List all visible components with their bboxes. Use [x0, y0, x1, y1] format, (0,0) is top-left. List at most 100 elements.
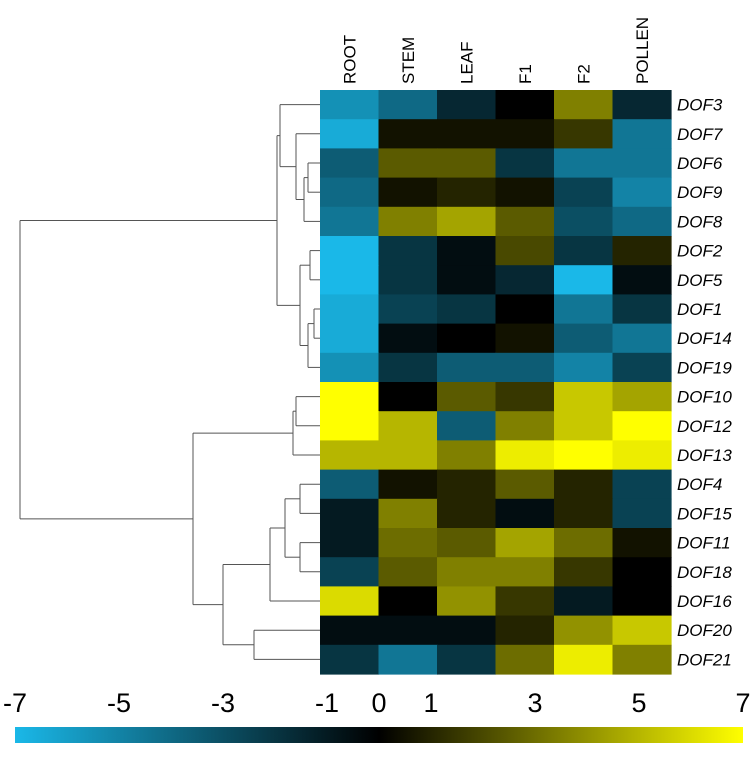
heatmap-cell-dof9-f2: [554, 177, 614, 208]
heatmap-cell-dof19-pollen: [612, 352, 672, 383]
heatmap-cell-dof3-pollen: [612, 90, 672, 120]
color-scale-tick-1: 1: [423, 688, 438, 718]
heatmap-cell-dof13-f2: [554, 440, 614, 471]
heatmap-cell-dof5-leaf: [437, 265, 497, 295]
color-scale-tick--7: -7: [3, 688, 27, 718]
heatmap-cell-dof19-stem: [378, 352, 438, 383]
heatmap-cell-dof15-pollen: [612, 498, 672, 529]
heatmap-cell-dof10-leaf: [437, 382, 497, 412]
color-scale-tick-7: 7: [735, 688, 750, 718]
heatmap-cell-dof13-pollen: [612, 440, 672, 471]
color-scale-tick-3: 3: [527, 688, 542, 718]
heatmap-cell-dof9-root: [320, 177, 380, 208]
heatmap-cell-dof9-stem: [378, 177, 438, 208]
row-label-dof20: DOF20: [677, 621, 732, 640]
heatmap-cell-dof15-stem: [378, 498, 438, 529]
row-label-dof13: DOF13: [677, 446, 732, 465]
heatmap-cell-dof16-pollen: [612, 586, 672, 617]
row-label-dof12: DOF12: [677, 417, 732, 436]
heatmap-cell-dof5-f1: [495, 265, 555, 295]
heatmap-cell-dof19-f2: [554, 352, 614, 383]
heatmap-cell-dof1-leaf: [437, 294, 497, 325]
color-scale-tick--1: -1: [315, 688, 339, 718]
heatmap-cell-dof16-root: [320, 586, 380, 617]
column-label-stem: STEM: [399, 37, 418, 84]
heatmap-cell-dof10-root: [320, 382, 380, 412]
heatmap-cell-dof1-f2: [554, 294, 614, 325]
heatmap-cell-dof14-leaf: [437, 323, 497, 354]
heatmap-cell-dof18-pollen: [612, 557, 672, 587]
column-label-f1: F1: [516, 64, 535, 84]
heatmap-cell-dof18-f1: [495, 557, 555, 587]
heatmap-cell-dof5-stem: [378, 265, 438, 295]
heatmap-cell-dof12-f2: [554, 411, 614, 441]
heatmap-cell-dof15-root: [320, 498, 380, 529]
heatmap-cell-dof15-f1: [495, 498, 555, 529]
heatmap-cell-dof11-stem: [378, 528, 438, 558]
heatmap-cell-dof1-pollen: [612, 294, 672, 325]
heatmap-cell-dof20-f1: [495, 615, 555, 646]
heatmap-cell-dof21-f1: [495, 644, 555, 675]
row-label-dof2: DOF2: [677, 242, 723, 261]
heatmap-cell-dof8-stem: [378, 206, 438, 237]
row-label-dof9: DOF9: [677, 183, 723, 202]
row-dendrogram: [19, 104, 320, 660]
column-label-root: ROOT: [340, 35, 359, 84]
heatmap-cell-dof8-f2: [554, 206, 614, 237]
heatmap-cell-dof16-f2: [554, 586, 614, 617]
column-label-f2: F2: [574, 64, 593, 84]
heatmap-cells: [320, 90, 672, 675]
row-label-dof5: DOF5: [677, 271, 723, 290]
heatmap-cell-dof6-leaf: [437, 148, 497, 179]
heatmap-cell-dof6-f2: [554, 148, 614, 179]
heatmap-cell-dof4-stem: [378, 469, 438, 500]
row-label-dof11: DOF11: [677, 534, 731, 553]
column-label-pollen: POLLEN: [633, 17, 652, 84]
column-labels: ROOT STEM LEAF F1 F2 POLLEN: [340, 17, 652, 84]
heatmap-cell-dof19-leaf: [437, 352, 497, 383]
color-scale-tick-5: 5: [631, 688, 646, 718]
row-label-dof14: DOF14: [677, 329, 732, 348]
heatmap-cell-dof16-f1: [495, 586, 555, 617]
heatmap-cell-dof13-f1: [495, 440, 555, 471]
row-label-dof1: DOF1: [677, 300, 722, 319]
heatmap-cell-dof4-pollen: [612, 469, 672, 500]
heatmap-cell-dof9-leaf: [437, 177, 497, 208]
heatmap-cell-dof1-f1: [495, 294, 555, 325]
heatmap-cell-dof13-stem: [378, 440, 438, 471]
column-label-leaf: LEAF: [457, 41, 476, 84]
color-scale-tick-labels: -7 -5 -3 -1 0 1 3 5 7: [3, 688, 751, 718]
heatmap-cell-dof10-stem: [378, 382, 438, 412]
heatmap-cell-dof2-root: [320, 236, 380, 266]
heatmap-cell-dof15-leaf: [437, 498, 497, 529]
heatmap-cell-dof3-root: [320, 90, 380, 120]
heatmap-cell-dof2-pollen: [612, 236, 672, 266]
heatmap-cell-dof19-f1: [495, 352, 555, 383]
heatmap-cell-dof2-stem: [378, 236, 438, 266]
heatmap-cell-dof7-leaf: [437, 119, 497, 149]
heatmap-cell-dof4-root: [320, 469, 380, 500]
row-label-dof7: DOF7: [677, 125, 723, 144]
heatmap-cell-dof18-f2: [554, 557, 614, 587]
row-label-dof16: DOF16: [677, 592, 732, 611]
heatmap-cell-dof21-leaf: [437, 644, 497, 675]
heatmap-cell-dof2-f2: [554, 236, 614, 266]
heatmap-cell-dof12-stem: [378, 411, 438, 441]
heatmap-cell-dof14-f1: [495, 323, 555, 354]
heatmap-cell-dof5-pollen: [612, 265, 672, 295]
heatmap-cell-dof9-pollen: [612, 177, 672, 208]
heatmap-cell-dof13-leaf: [437, 440, 497, 471]
heatmap-cell-dof12-pollen: [612, 411, 672, 441]
heatmap-cell-dof20-leaf: [437, 615, 497, 646]
heatmap-cell-dof1-stem: [378, 294, 438, 325]
heatmap-cell-dof11-f2: [554, 528, 614, 558]
heatmap-cell-dof1-root: [320, 294, 380, 325]
row-label-dof8: DOF8: [677, 212, 723, 231]
color-scale-tick-0: 0: [371, 688, 386, 718]
heatmap-cell-dof13-root: [320, 440, 380, 471]
heatmap-cell-dof21-root: [320, 644, 380, 675]
heatmap-cell-dof3-leaf: [437, 90, 497, 120]
heatmap-cell-dof2-f1: [495, 236, 555, 266]
heatmap-cell-dof8-f1: [495, 206, 555, 237]
heatmap-cell-dof11-leaf: [437, 528, 497, 558]
